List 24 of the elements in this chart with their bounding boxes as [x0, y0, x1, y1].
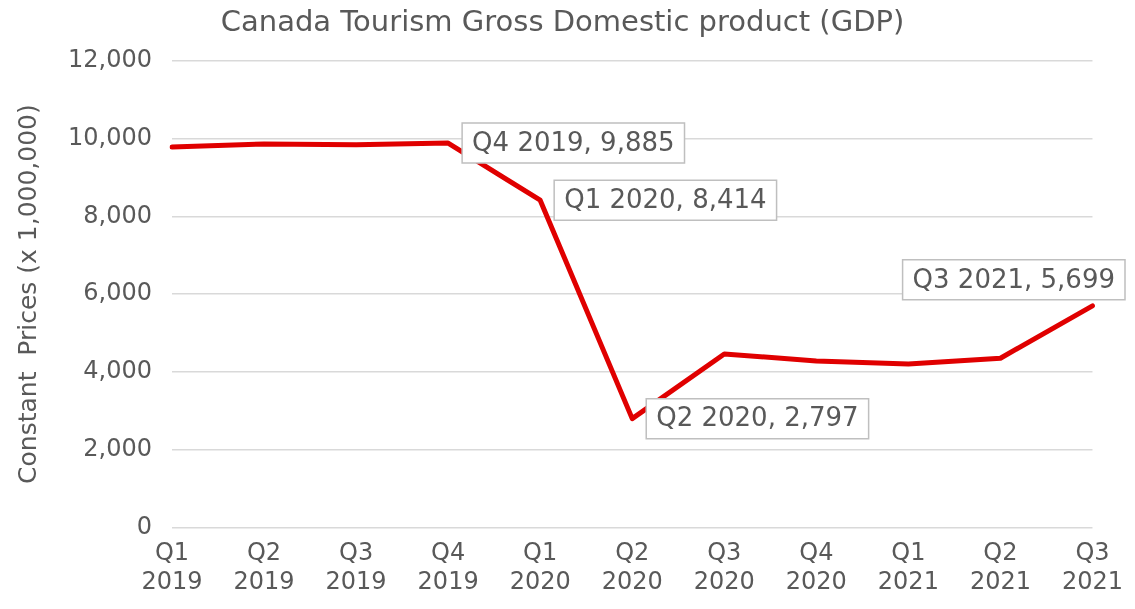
x-tick-label: Q1 2019	[141, 538, 203, 595]
x-tick-label: Q3 2019	[325, 538, 387, 595]
x-tick-label: Q3 2021	[1061, 538, 1123, 595]
chart-title: Canada Tourism Gross Domestic product (GDP)	[220, 3, 905, 38]
y-tick-label: 8,000	[83, 200, 152, 229]
x-tick-label: Q4 2019	[417, 538, 479, 595]
data-label: Q2 2020, 2,797	[656, 402, 859, 433]
y-tick-label: 10,000	[67, 122, 152, 151]
y-tick-label: 12,000	[67, 45, 152, 74]
data-label: Q3 2021, 5,699	[912, 263, 1115, 294]
data-label: Q1 2020, 8,414	[564, 183, 767, 214]
y-tick-label: 2,000	[83, 433, 152, 462]
x-tick-label: Q1 2021	[877, 538, 939, 595]
x-tick-label: Q3 2020	[693, 538, 755, 595]
x-tick-label: Q1 2020	[509, 538, 571, 595]
x-tick-label: Q2 2020	[601, 538, 663, 595]
y-tick-label: 6,000	[83, 278, 152, 307]
y-tick-label: 0	[136, 511, 152, 540]
data-label: Q4 2019, 9,885	[472, 126, 675, 157]
x-tick-label: Q2 2021	[969, 538, 1031, 595]
x-tick-label: Q2 2019	[233, 538, 295, 595]
y-axis-title: Constant Prices (x 1,000,000)	[12, 104, 42, 484]
y-tick-label: 4,000	[83, 356, 152, 385]
x-tick-label: Q4 2020	[785, 538, 847, 595]
